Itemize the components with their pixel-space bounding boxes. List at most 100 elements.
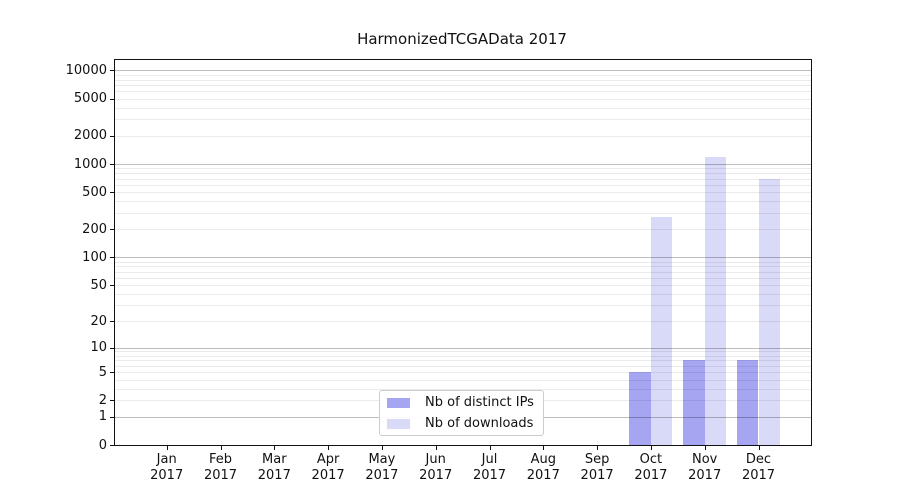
gridline-minor — [115, 285, 811, 287]
gridline-major — [115, 257, 811, 259]
x-tick-label: Jun 2017 — [408, 452, 464, 484]
gridline-minor — [115, 201, 811, 203]
y-tick-label: 500 — [82, 184, 107, 200]
x-tick-year: 2017 — [150, 468, 184, 483]
legend-row-downloads: Nb of downloads — [380, 415, 543, 433]
gridline-minor — [115, 277, 811, 279]
x-tick-year: 2017 — [419, 468, 453, 483]
legend-swatch-downloads — [387, 418, 410, 429]
legend-swatch-distinct-ips — [387, 397, 410, 408]
x-tick-label: Apr 2017 — [300, 452, 356, 484]
gridline-minor — [115, 261, 811, 263]
y-tick-mark — [110, 372, 115, 374]
gridline-minor — [115, 271, 811, 273]
bar-downloads — [704, 156, 727, 445]
gridline-major — [115, 164, 811, 165]
y-tick-label: 10000 — [65, 62, 107, 78]
x-tick-label: May 2017 — [354, 452, 410, 484]
x-tick-month: Aug — [530, 452, 556, 467]
x-tick-label: Feb 2017 — [193, 452, 249, 484]
x-tick-year: 2017 — [580, 468, 614, 483]
x-tick-year: 2017 — [472, 468, 507, 483]
y-tick-label: 5000 — [73, 91, 107, 107]
gridline-minor — [115, 168, 811, 170]
gridline-minor — [115, 74, 811, 76]
gridline-minor — [115, 294, 811, 295]
x-tick-mark — [650, 446, 652, 450]
gridline-major — [115, 70, 811, 72]
y-tick-label: 200 — [82, 221, 107, 237]
y-tick-mark — [110, 135, 115, 137]
x-tick-month: Nov — [692, 452, 718, 467]
y-tick-mark — [110, 98, 115, 100]
gridline-minor — [115, 321, 811, 323]
x-tick-year: 2017 — [741, 468, 776, 483]
x-tick-mark — [435, 446, 437, 450]
gridline-minor — [115, 360, 811, 362]
y-tick-mark — [110, 400, 115, 402]
gridline-minor — [115, 178, 811, 180]
y-tick-label: 50 — [90, 277, 107, 293]
x-tick-month: Mar — [262, 452, 287, 467]
legend-label-distinct-ips: Nb of distinct IPs — [425, 395, 534, 410]
x-tick-mark — [597, 446, 599, 450]
gridline-minor — [115, 107, 811, 109]
y-tick-label: 100 — [82, 249, 107, 265]
y-tick-mark — [110, 229, 115, 231]
y-tick-mark — [110, 257, 115, 259]
y-tick-mark — [110, 445, 115, 446]
x-tick-label: Jan 2017 — [139, 452, 195, 484]
x-tick-mark — [704, 446, 706, 450]
x-tick-label: Oct 2017 — [623, 452, 679, 484]
x-tick-label: Dec 2017 — [731, 452, 787, 484]
x-tick-label: Nov 2017 — [677, 452, 733, 484]
gridline-minor — [115, 184, 811, 186]
x-tick-month: Sep — [584, 452, 610, 467]
gridline-minor — [115, 79, 811, 81]
gridline-minor — [115, 266, 811, 268]
x-tick-label: Sep 2017 — [569, 452, 625, 484]
gridline-minor — [115, 84, 811, 86]
x-tick-mark — [381, 446, 383, 450]
gridline-major — [115, 347, 811, 349]
y-tick-mark — [110, 164, 115, 165]
legend-label-downloads: Nb of downloads — [425, 416, 534, 431]
x-tick-mark — [220, 446, 222, 450]
gridline-minor — [115, 365, 811, 367]
x-tick-month: Dec — [745, 452, 772, 467]
y-tick-label: 2000 — [73, 128, 107, 144]
gridline-minor — [115, 372, 811, 374]
x-tick-month: Apr — [316, 452, 340, 467]
gridline-minor — [115, 305, 811, 307]
y-tick-mark — [110, 192, 115, 194]
bar-distinct-ips — [736, 360, 759, 445]
gridline-minor — [115, 98, 811, 100]
gridline-minor — [115, 379, 811, 381]
y-tick-mark — [110, 321, 115, 323]
x-tick-year: 2017 — [311, 468, 345, 483]
y-tick-label: 1000 — [73, 156, 107, 172]
x-tick-mark — [166, 446, 168, 450]
x-tick-month: Feb — [208, 452, 233, 467]
chart-title: HarmonizedTCGAData 2017 — [357, 30, 567, 48]
y-tick-label: 10 — [90, 340, 107, 355]
y-tick-label: 0 — [98, 437, 107, 453]
x-tick-mark — [543, 446, 545, 450]
gridline-minor — [115, 135, 811, 137]
y-tick-label: 20 — [90, 313, 107, 329]
gridline-minor — [115, 91, 811, 93]
bar-distinct-ips — [629, 372, 651, 445]
gridline-minor — [115, 388, 811, 390]
y-tick-mark — [110, 347, 115, 349]
x-tick-year: 2017 — [526, 468, 560, 483]
x-tick-month: Jun — [425, 452, 446, 467]
x-tick-year: 2017 — [257, 468, 291, 483]
gridline-minor — [115, 119, 811, 121]
y-tick-mark — [110, 70, 115, 72]
y-tick-label: 1 — [98, 409, 107, 425]
x-tick-year: 2017 — [365, 468, 399, 483]
gridline-minor — [115, 351, 811, 353]
gridline-minor — [115, 192, 811, 194]
x-tick-year: 2017 — [634, 468, 668, 483]
x-tick-month: Jan — [156, 452, 177, 467]
